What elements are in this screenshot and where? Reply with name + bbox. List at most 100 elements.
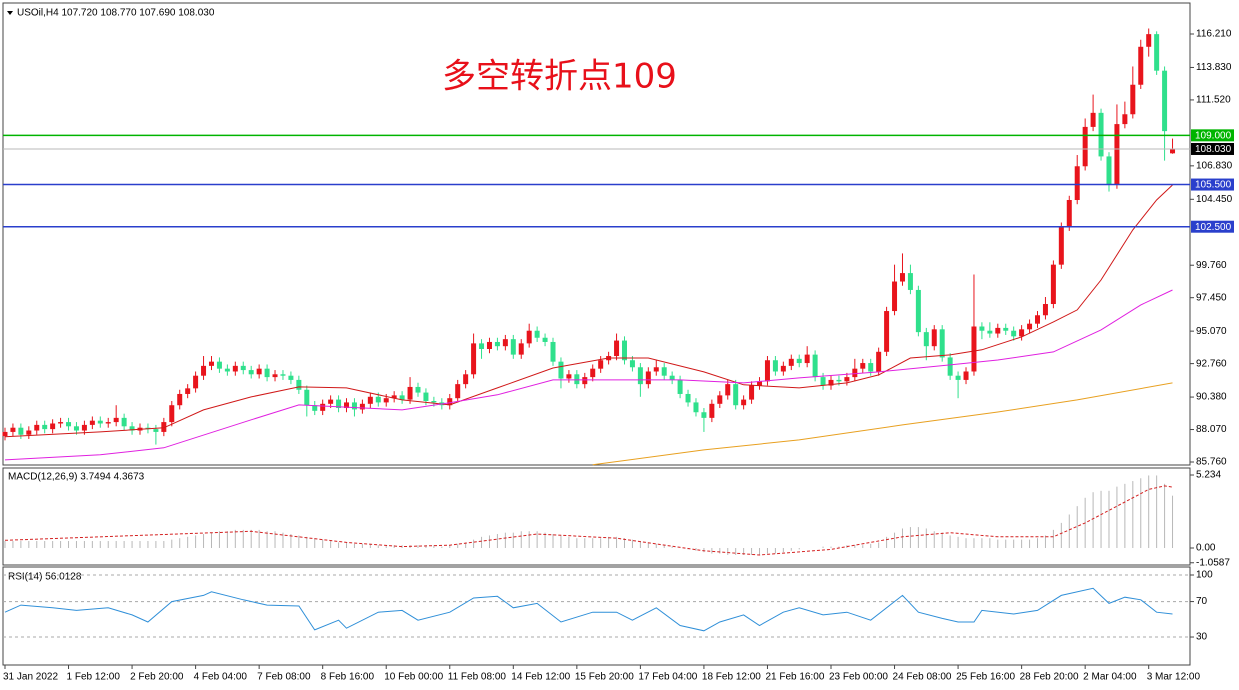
y-tick-label: 70 <box>1196 596 1208 607</box>
candle-body <box>58 422 64 424</box>
y-tick-label: 95.070 <box>1196 326 1227 337</box>
macd-bar <box>481 536 483 548</box>
y-tick-label: 92.760 <box>1196 358 1227 369</box>
macd-bar <box>949 535 951 548</box>
candle-body <box>868 363 874 372</box>
macd-bar <box>576 538 578 548</box>
macd-bar <box>20 541 22 548</box>
macd-bar <box>210 532 212 548</box>
candle-body <box>66 422 72 427</box>
candle-body <box>2 431 8 437</box>
candle-body <box>153 429 159 432</box>
candle-body <box>383 398 389 403</box>
macd-bar <box>830 546 832 548</box>
macd-bar <box>743 547 745 555</box>
candle-body <box>1042 304 1048 316</box>
moving-average <box>4 184 1173 438</box>
macd-bar <box>401 545 403 548</box>
candle-body <box>415 386 421 393</box>
candle-body <box>359 403 365 410</box>
y-tick-label: 5.234 <box>1196 470 1221 481</box>
macd-bar <box>393 545 395 548</box>
y-tick-label: 104.450 <box>1196 194 1233 205</box>
candle-body <box>224 368 230 372</box>
candle-body <box>772 360 778 372</box>
candle-body <box>10 427 16 432</box>
candle-body <box>479 343 485 349</box>
candle-body <box>876 351 882 372</box>
candle-body <box>788 358 794 366</box>
macd-bar <box>322 539 324 548</box>
macd-bar <box>330 541 332 548</box>
macd-bar <box>870 543 872 548</box>
candle-body <box>1050 264 1056 305</box>
macd-bar <box>242 529 244 548</box>
candle-body <box>367 396 373 404</box>
macd-bar <box>997 539 999 548</box>
candle-body <box>304 389 310 406</box>
candle-body <box>947 357 953 376</box>
candle-body <box>582 377 588 385</box>
candle-body <box>598 360 604 369</box>
macd-bar <box>369 543 371 548</box>
macd-bar <box>60 541 62 548</box>
candle-body <box>931 329 937 347</box>
candle-body <box>1146 34 1152 47</box>
macd-bar <box>361 543 363 548</box>
macd-bar <box>663 545 665 548</box>
candle-body <box>1162 70 1168 132</box>
candle-body <box>979 326 985 331</box>
macd-bar <box>1052 529 1054 548</box>
macd-bar <box>83 541 85 548</box>
macd-bar <box>417 545 419 548</box>
macd-bar <box>528 531 530 548</box>
macd-bar <box>608 536 610 548</box>
candle-body <box>963 371 969 380</box>
macd-bar <box>1172 495 1174 548</box>
candle-body <box>1090 112 1096 127</box>
macd-bar <box>981 538 983 548</box>
level-label-box <box>1191 129 1234 142</box>
macd-bar <box>441 546 443 548</box>
macd-bar <box>171 539 173 548</box>
macd-bar <box>989 538 991 548</box>
candle-body <box>1074 166 1080 200</box>
macd-bar <box>631 539 633 548</box>
candle-body <box>764 360 770 382</box>
x-tick-label: 23 Feb 00:00 <box>829 672 888 683</box>
macd-bar <box>52 541 54 548</box>
x-tick-label: 7 Feb 08:00 <box>257 672 311 683</box>
candle-body <box>510 339 516 355</box>
macd-bar <box>425 545 427 548</box>
macd-bar <box>28 541 30 548</box>
macd-bar <box>1164 483 1166 548</box>
macd-bar <box>4 541 6 548</box>
macd-bar <box>862 545 864 548</box>
macd-bar <box>584 538 586 548</box>
macd-bar <box>1068 514 1070 548</box>
macd-bar <box>1148 475 1150 548</box>
macd-bar <box>520 531 522 548</box>
candle-body <box>264 368 270 378</box>
candle-body <box>344 402 350 409</box>
candle-body <box>542 337 548 342</box>
macd-bar <box>226 531 228 548</box>
macd-bar <box>139 541 141 548</box>
candle-body <box>81 424 87 431</box>
level-label: 108.030 <box>1195 144 1232 155</box>
candle-body <box>971 326 977 372</box>
x-tick-label: 4 Feb 04:00 <box>194 672 248 683</box>
macd-bar <box>155 541 157 548</box>
candle-body <box>725 384 731 396</box>
macd-bar <box>878 542 880 548</box>
candle-body <box>693 402 699 413</box>
macd-bar <box>12 541 14 548</box>
macd-bar <box>766 547 768 554</box>
macd-bar <box>941 532 943 548</box>
level-label-box <box>1191 178 1234 191</box>
candle-body <box>121 417 127 427</box>
macd-bar <box>909 527 911 548</box>
candle-body <box>407 386 413 400</box>
macd-bar <box>163 541 165 548</box>
